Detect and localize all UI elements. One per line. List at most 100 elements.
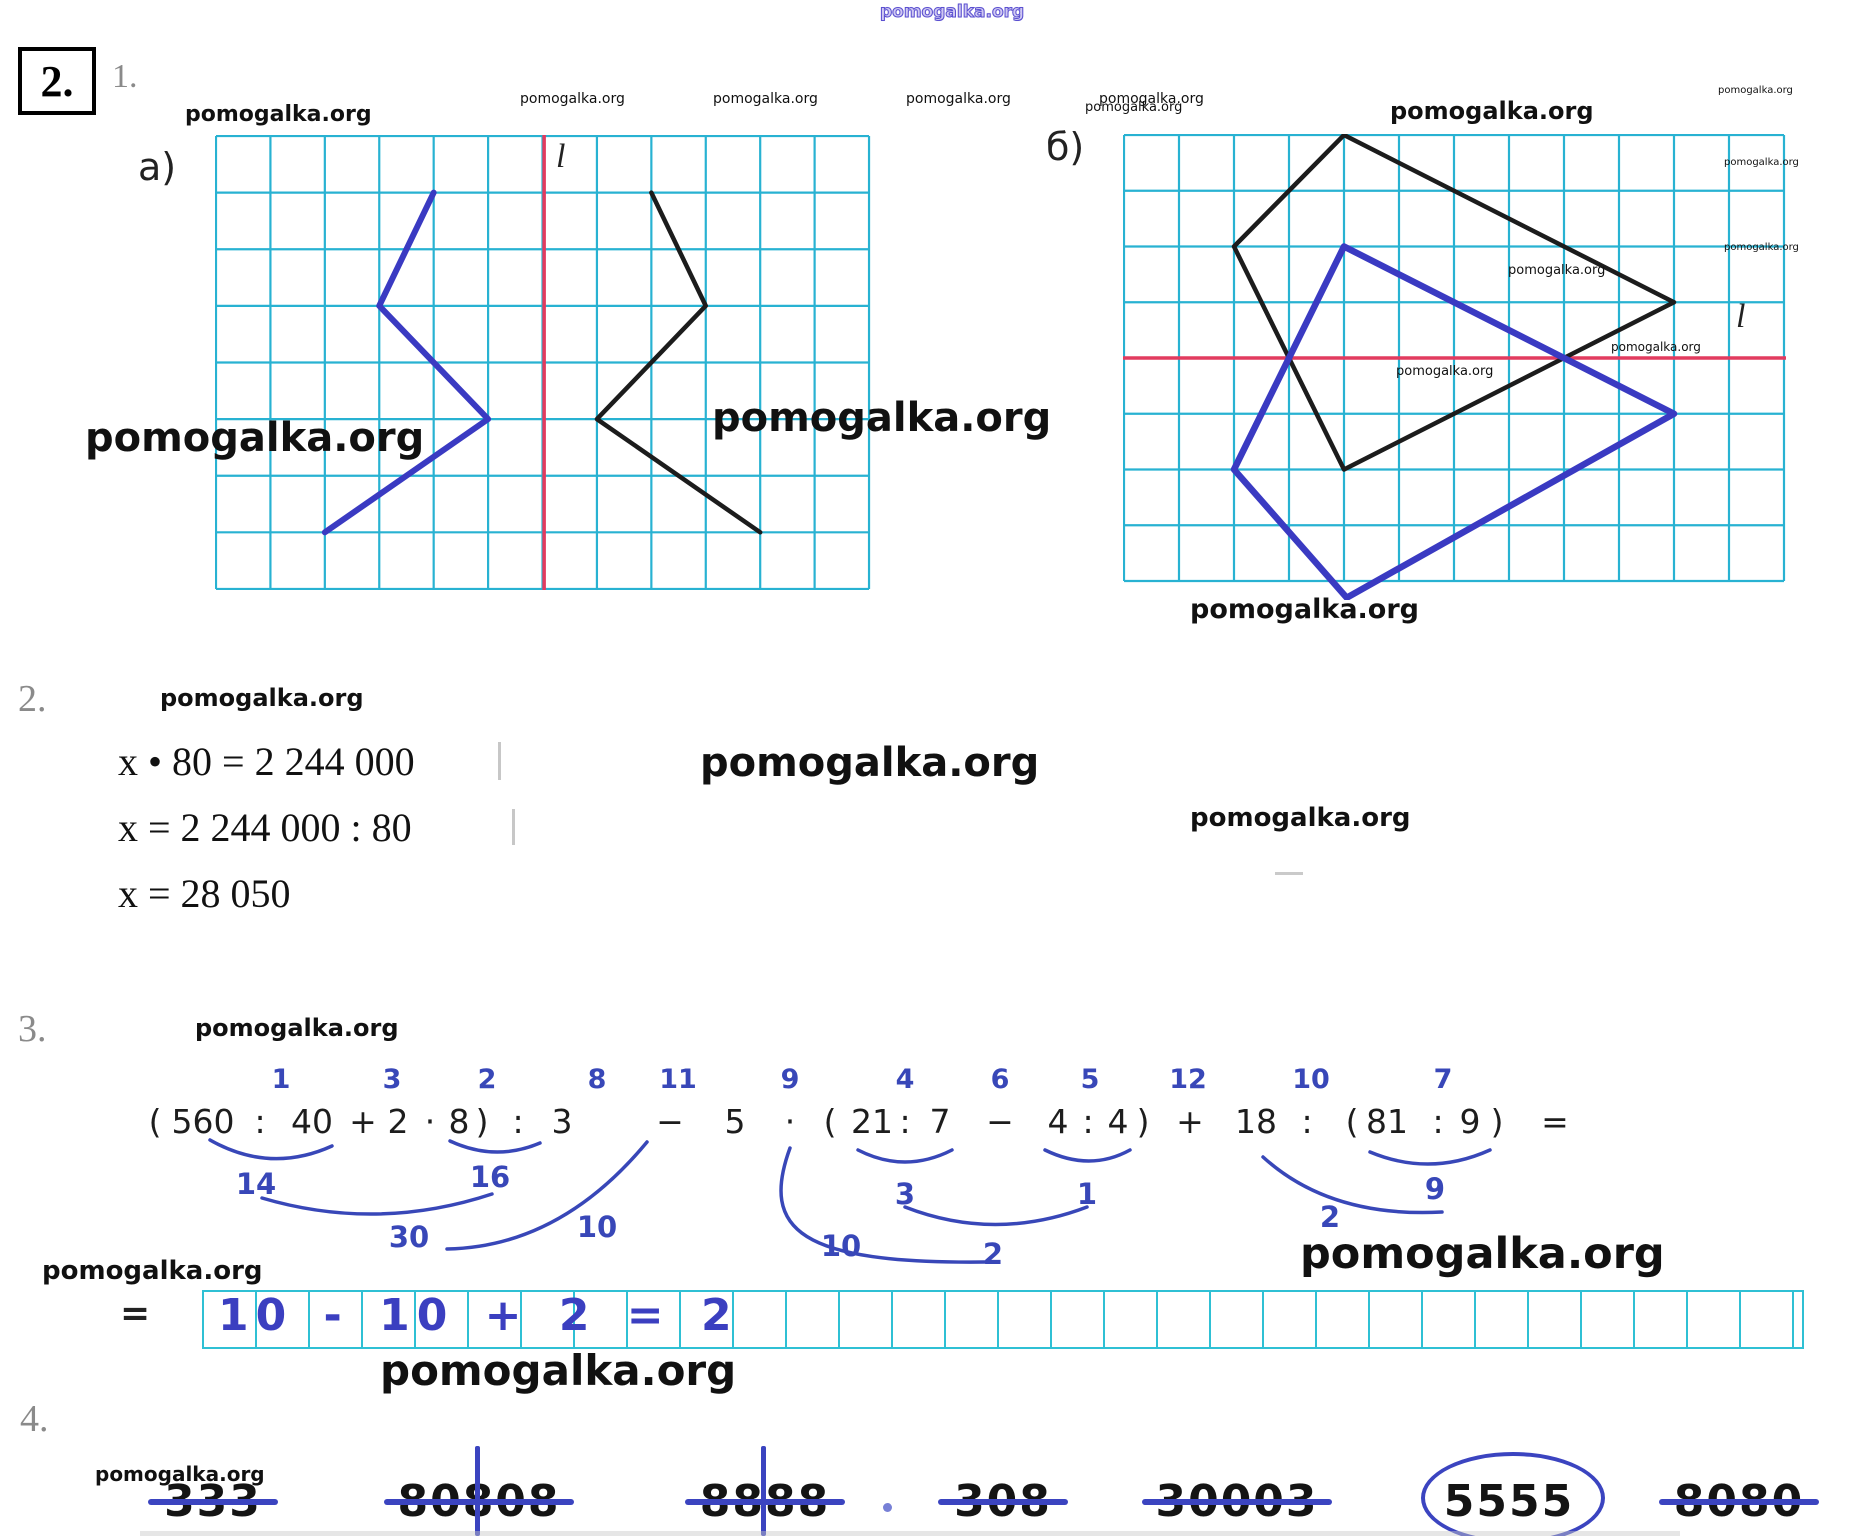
step-order-number: 1	[271, 1064, 291, 1095]
step-order-number: 2	[477, 1064, 497, 1095]
intermediate-result: 10	[576, 1210, 618, 1244]
expression-token: =	[1541, 1102, 1569, 1141]
expression-token: 2	[387, 1102, 409, 1141]
answer-grid-strip	[202, 1290, 1804, 1349]
intermediate-result: 30	[388, 1220, 430, 1254]
expression-token: 3	[551, 1102, 573, 1141]
watermark: pomogalka.org	[1611, 340, 1701, 354]
equation-line-2: x = 2 244 000 : 80	[118, 805, 412, 850]
expression-token: :	[899, 1102, 911, 1141]
section-number-4: 4.	[20, 1398, 49, 1440]
watermark: pomogalka.org	[95, 1462, 265, 1486]
step-order-number: 5	[1080, 1064, 1100, 1095]
expression-token: −	[656, 1102, 684, 1141]
symmetry-grid-a	[215, 135, 872, 608]
intermediate-result: 2	[1319, 1200, 1341, 1234]
expression-token: 8	[448, 1102, 470, 1141]
vertical-cross-line	[761, 1446, 766, 1536]
watermark: pomogalka.org	[1718, 85, 1793, 96]
step-order-number: 6	[990, 1064, 1010, 1095]
answer-equals-sign: =	[120, 1293, 151, 1334]
watermark: pomogalka.org	[1300, 1229, 1665, 1279]
watermark: pomogalka.org	[1508, 263, 1606, 278]
watermark: pomogalka.org	[1396, 364, 1494, 379]
expression-token: −	[986, 1102, 1014, 1141]
watermark: pomogalka.org	[1724, 157, 1799, 168]
section-number-1: 1.	[112, 58, 138, 95]
expression-token: ·	[784, 1102, 796, 1141]
handwritten-answer: 10 - 10 + 2 = 2	[218, 1290, 739, 1341]
axis-l-label-a: l	[556, 138, 566, 175]
expression-token: 5	[724, 1102, 746, 1141]
expression-token: :	[254, 1102, 266, 1141]
answer-circle	[1421, 1452, 1605, 1536]
strikethrough-line	[1659, 1499, 1819, 1505]
step-order-number: 8	[587, 1064, 607, 1095]
vertical-cross-line	[475, 1446, 480, 1536]
expression-token: 21	[851, 1102, 893, 1141]
step-order-number: 3	[382, 1064, 402, 1095]
watermark: pomogalka.org	[185, 102, 372, 127]
expression-token: (	[1345, 1102, 1359, 1141]
strikethrough-line	[148, 1499, 278, 1505]
equation-line-3: x = 28 050	[118, 871, 291, 916]
step-order-number: 11	[659, 1064, 697, 1095]
expression-token: )	[1136, 1102, 1150, 1141]
watermark: pomogalka.org	[712, 395, 1052, 441]
watermark: pomogalka.org	[520, 91, 625, 107]
watermark: pomogalka.org	[1190, 803, 1411, 833]
expression-token: (	[148, 1102, 162, 1141]
watermark: pomogalka.org	[85, 415, 425, 461]
symmetry-grid-b	[1123, 134, 1787, 600]
watermark: pomogalka.org	[380, 1346, 737, 1395]
watermark: pomogalka.org	[42, 1256, 263, 1286]
expression-token: 81	[1366, 1102, 1408, 1141]
expression-token: 7	[929, 1102, 951, 1141]
watermark: pomogalka.org	[700, 740, 1040, 786]
section-number-2: 2.	[18, 678, 47, 720]
section-number-3: 3.	[18, 1008, 47, 1050]
watermark: pomogalka.org	[160, 684, 364, 712]
expression-token: 9	[1459, 1102, 1481, 1141]
step-order-number: 7	[1433, 1064, 1453, 1095]
ink-dot	[883, 1503, 892, 1512]
expression-token: :	[1082, 1102, 1094, 1141]
expression-token: 560	[171, 1102, 235, 1141]
axis-l-label-b: l	[1736, 298, 1746, 335]
figure-b-label: б)	[1046, 125, 1085, 169]
intermediate-result: 14	[235, 1167, 277, 1201]
watermark: pomogalka.org	[906, 91, 1011, 107]
scan-artifact	[498, 742, 501, 780]
watermark: pomogalka.org	[1099, 91, 1204, 107]
intermediate-result: 3	[894, 1177, 916, 1211]
expression-token: +	[349, 1102, 377, 1141]
expression-token: 4	[1107, 1102, 1129, 1141]
step-order-number: 12	[1169, 1064, 1207, 1095]
expression-token: )	[475, 1102, 489, 1141]
intermediate-result: 2	[982, 1237, 1004, 1271]
expression-token: :	[1432, 1102, 1444, 1141]
expression-token: ·	[424, 1102, 436, 1141]
expression-token: :	[1301, 1102, 1313, 1141]
expression-token: 18	[1235, 1102, 1277, 1141]
expression-token: +	[1176, 1102, 1204, 1141]
watermark: pomogalka.org	[879, 2, 1025, 22]
watermark: pomogalka.org	[1390, 97, 1594, 125]
expression-token: :	[512, 1102, 524, 1141]
intermediate-result: 16	[469, 1160, 511, 1194]
watermark: pomogalka.org	[195, 1014, 399, 1042]
exercise-badge: 2.	[18, 47, 96, 115]
scan-edge-smudge	[140, 1531, 1680, 1536]
watermark: pomogalka.org	[1724, 242, 1799, 253]
intermediate-result: 1	[1076, 1177, 1098, 1211]
step-order-number: 10	[1292, 1064, 1330, 1095]
equation-line-1: x • 80 = 2 244 000	[118, 739, 415, 784]
figure-a-label: a)	[138, 145, 177, 189]
expression-token: (	[823, 1102, 837, 1141]
expression-token: 40	[291, 1102, 333, 1141]
step-order-number: 4	[895, 1064, 915, 1095]
strikethrough-line	[938, 1499, 1068, 1505]
intermediate-result: 9	[1424, 1172, 1446, 1206]
expression-token: 4	[1047, 1102, 1069, 1141]
